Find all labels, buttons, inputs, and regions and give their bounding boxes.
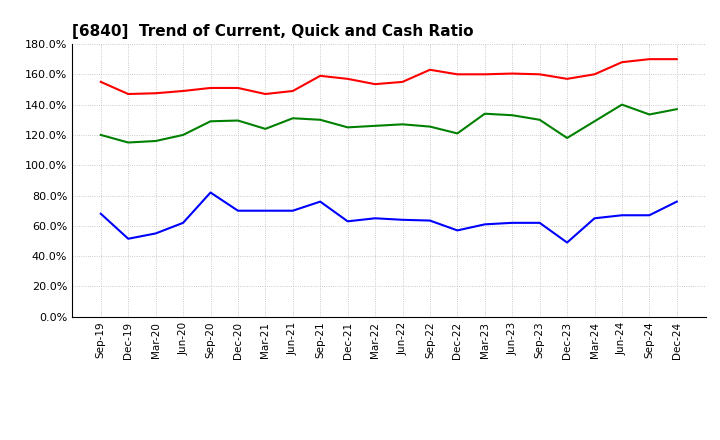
Current Ratio	[316, 73, 325, 78]
Quick Ratio	[124, 140, 132, 145]
Current Ratio	[618, 59, 626, 65]
Cash Ratio	[151, 231, 160, 236]
Cash Ratio	[289, 208, 297, 213]
Cash Ratio	[179, 220, 187, 225]
Current Ratio	[398, 79, 407, 84]
Quick Ratio	[672, 106, 681, 112]
Current Ratio	[480, 72, 489, 77]
Current Ratio	[124, 92, 132, 97]
Current Ratio	[590, 72, 599, 77]
Cash Ratio	[618, 213, 626, 218]
Cash Ratio	[426, 218, 434, 223]
Cash Ratio	[316, 199, 325, 204]
Current Ratio	[289, 88, 297, 94]
Text: [6840]  Trend of Current, Quick and Cash Ratio: [6840] Trend of Current, Quick and Cash …	[72, 24, 474, 39]
Quick Ratio	[371, 123, 379, 128]
Current Ratio	[426, 67, 434, 73]
Quick Ratio	[316, 117, 325, 122]
Quick Ratio	[289, 116, 297, 121]
Cash Ratio	[261, 208, 270, 213]
Cash Ratio	[645, 213, 654, 218]
Legend: Current Ratio, Quick Ratio, Cash Ratio: Current Ratio, Quick Ratio, Cash Ratio	[192, 438, 585, 440]
Cash Ratio	[480, 222, 489, 227]
Quick Ratio	[453, 131, 462, 136]
Cash Ratio	[536, 220, 544, 225]
Current Ratio	[563, 76, 572, 81]
Current Ratio	[508, 71, 516, 76]
Quick Ratio	[536, 117, 544, 122]
Cash Ratio	[371, 216, 379, 221]
Cash Ratio	[672, 199, 681, 204]
Cash Ratio	[590, 216, 599, 221]
Quick Ratio	[508, 113, 516, 118]
Current Ratio	[261, 92, 270, 97]
Quick Ratio	[179, 132, 187, 138]
Current Ratio	[206, 85, 215, 91]
Current Ratio	[672, 56, 681, 62]
Current Ratio	[343, 76, 352, 81]
Quick Ratio	[233, 118, 242, 123]
Quick Ratio	[618, 102, 626, 107]
Quick Ratio	[261, 126, 270, 132]
Current Ratio	[645, 56, 654, 62]
Current Ratio	[371, 81, 379, 87]
Line: Quick Ratio: Quick Ratio	[101, 105, 677, 143]
Quick Ratio	[343, 125, 352, 130]
Cash Ratio	[206, 190, 215, 195]
Quick Ratio	[206, 119, 215, 124]
Cash Ratio	[124, 236, 132, 242]
Line: Current Ratio: Current Ratio	[101, 59, 677, 94]
Quick Ratio	[426, 124, 434, 129]
Current Ratio	[233, 85, 242, 91]
Quick Ratio	[480, 111, 489, 116]
Quick Ratio	[563, 136, 572, 141]
Current Ratio	[96, 79, 105, 84]
Current Ratio	[179, 88, 187, 94]
Quick Ratio	[398, 122, 407, 127]
Cash Ratio	[343, 219, 352, 224]
Cash Ratio	[563, 240, 572, 245]
Cash Ratio	[233, 208, 242, 213]
Cash Ratio	[453, 228, 462, 233]
Current Ratio	[453, 72, 462, 77]
Quick Ratio	[590, 119, 599, 124]
Cash Ratio	[398, 217, 407, 223]
Cash Ratio	[508, 220, 516, 225]
Current Ratio	[151, 91, 160, 96]
Quick Ratio	[96, 132, 105, 138]
Current Ratio	[536, 72, 544, 77]
Quick Ratio	[645, 112, 654, 117]
Line: Cash Ratio: Cash Ratio	[101, 193, 677, 242]
Cash Ratio	[96, 211, 105, 216]
Quick Ratio	[151, 138, 160, 143]
